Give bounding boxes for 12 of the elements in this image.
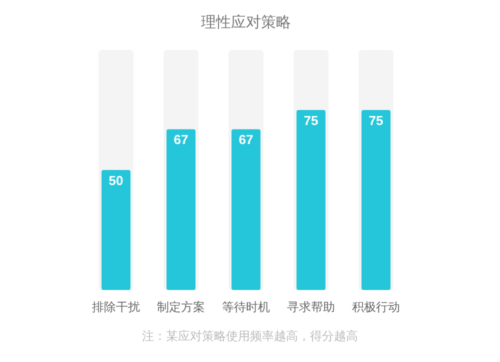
data-label: 67 <box>238 132 254 148</box>
x-tick-label: 寻求帮助 <box>287 300 335 314</box>
data-label: 50 <box>108 173 124 188</box>
data-label: 75 <box>304 113 318 128</box>
x-tick-label: 等待时机 <box>222 300 270 314</box>
data-label: 67 <box>174 132 188 148</box>
data-label: 75 <box>368 113 384 128</box>
x-tick-label: 制定方案 <box>157 300 205 314</box>
chart-title: 理性应对策略 <box>201 14 291 31</box>
x-tick-label: 排除干扰 <box>92 300 140 314</box>
text: 注：某应对策略使用频率越高，得分越高 <box>142 329 358 343</box>
x-tick-label: 积极行动 <box>352 300 400 314</box>
